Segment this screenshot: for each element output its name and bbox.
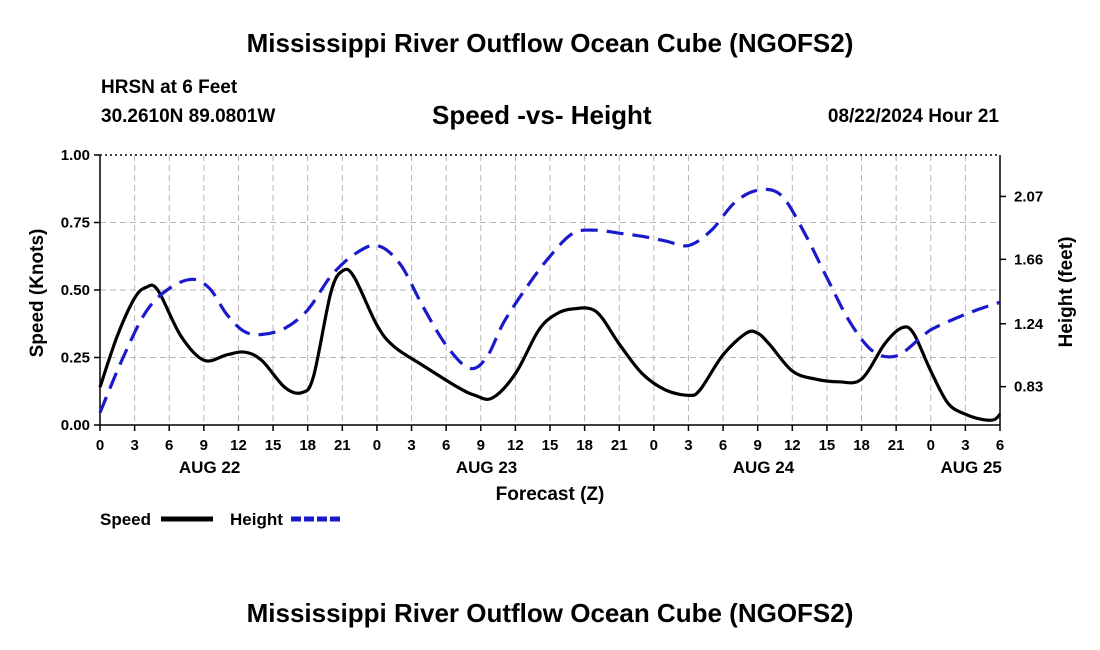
x-tick-label: 9 xyxy=(200,437,208,454)
legend-label-height: Height xyxy=(230,510,283,529)
y2-tick-label: 1.66 xyxy=(1014,251,1043,268)
y-tick-label: 0.00 xyxy=(61,417,90,434)
x-tick-label: 15 xyxy=(819,437,836,454)
x-tick-label: 3 xyxy=(407,437,415,454)
y-axis-title: Speed (Knots) xyxy=(27,229,48,358)
y2-tick-label: 2.07 xyxy=(1014,188,1043,205)
x-tick-label: 6 xyxy=(996,437,1004,454)
x-tick-label: 9 xyxy=(754,437,762,454)
x-tick-label: 18 xyxy=(576,437,593,454)
chart-subtitle: Speed -vs- Height xyxy=(432,100,652,130)
x-tick-label: 6 xyxy=(442,437,450,454)
y2-tick-label: 0.83 xyxy=(1014,379,1043,396)
y-tick-label: 0.50 xyxy=(61,282,90,299)
x-tick-label: 21 xyxy=(888,437,905,454)
x-day-label: AUG 24 xyxy=(733,458,795,477)
x-tick-label: 0 xyxy=(373,437,381,454)
x-tick-label: 3 xyxy=(961,437,969,454)
x-tick-label: 21 xyxy=(611,437,628,454)
x-tick-label: 21 xyxy=(334,437,351,454)
x-tick-label: 0 xyxy=(927,437,935,454)
x-tick-label: 3 xyxy=(130,437,138,454)
x-tick-label: 0 xyxy=(96,437,104,454)
x-day-label: AUG 23 xyxy=(456,458,517,477)
x-tick-label: 15 xyxy=(542,437,559,454)
y-tick-label: 1.00 xyxy=(61,147,90,164)
x-tick-label: 15 xyxy=(265,437,282,454)
x-day-label: AUG 22 xyxy=(179,458,240,477)
x-tick-label: 9 xyxy=(477,437,485,454)
y-tick-label: 0.25 xyxy=(61,350,90,367)
x-day-label: AUG 25 xyxy=(940,458,1001,477)
legend-label-speed: Speed xyxy=(100,510,151,529)
x-tick-label: 6 xyxy=(165,437,173,454)
chart-title: Mississippi River Outflow Ocean Cube (NG… xyxy=(246,28,854,58)
x-tick-label: 0 xyxy=(650,437,658,454)
x-tick-label: 3 xyxy=(684,437,692,454)
x-tick-label: 12 xyxy=(784,437,801,454)
x-tick-label: 18 xyxy=(299,437,316,454)
y-tick-label: 0.75 xyxy=(61,215,90,232)
station-label: HRSN at 6 Feet xyxy=(101,77,238,98)
series-line-speed xyxy=(98,267,1002,422)
y2-tick-label: 1.24 xyxy=(1014,316,1044,333)
forecast-datetime: 08/22/2024 Hour 21 xyxy=(827,106,999,127)
x-tick-label: 18 xyxy=(853,437,870,454)
x-tick-label: 12 xyxy=(507,437,524,454)
x-tick-label: 6 xyxy=(719,437,727,454)
series-line-height xyxy=(98,187,1001,414)
x-axis-title: Forecast (Z) xyxy=(496,484,605,505)
y2-axis-title: Height (feet) xyxy=(1056,237,1077,348)
footer-title: Mississippi River Outflow Ocean Cube (NG… xyxy=(246,598,854,628)
x-tick-label: 12 xyxy=(230,437,247,454)
coordinates-label: 30.2610N 89.0801W xyxy=(101,106,276,127)
